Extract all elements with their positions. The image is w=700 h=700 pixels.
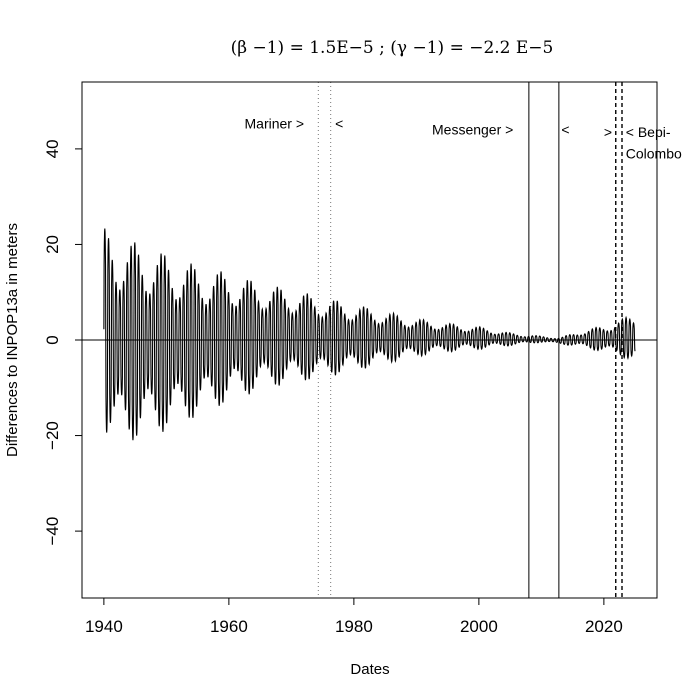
x-tick-label: 1980	[335, 617, 373, 636]
mission-annotation: Messenger >	[432, 122, 513, 138]
x-axis-label: Dates	[350, 661, 389, 678]
y-tick-label: −20	[43, 421, 62, 450]
mission-annotation: >	[604, 124, 612, 140]
y-tick-label: −40	[43, 517, 62, 546]
mission-annotation: Mariner >	[245, 115, 305, 131]
residual-series-line	[103, 228, 636, 441]
mission-annotation: < Bepi-	[626, 124, 671, 140]
x-tick-label: 1960	[210, 617, 248, 636]
x-axis: 1940 1960 1980 2000 2020	[85, 597, 623, 636]
x-tick-label: 2000	[460, 617, 498, 636]
y-axis-label: Differences to INPOP13a in meters	[4, 223, 21, 457]
y-tick-label: 40	[43, 139, 62, 158]
chart-title: (β −1) = 1.5E−5 ; (γ −1) = −2.2 E−5	[231, 38, 554, 58]
y-tick-label: 0	[43, 335, 62, 344]
x-tick-label: 1940	[85, 617, 123, 636]
mission-annotation: <	[561, 122, 569, 138]
x-tick-label: 2020	[585, 617, 623, 636]
plot-area	[82, 82, 657, 598]
y-tick-label: 20	[43, 235, 62, 254]
mission-annotation: Colombo	[626, 145, 682, 161]
annotations: Mariner > < Messenger > < > < Bepi- Colombo	[245, 115, 682, 161]
y-axis: −40 −20 0 20 40	[43, 139, 82, 546]
mission-annotation: <	[335, 115, 343, 131]
